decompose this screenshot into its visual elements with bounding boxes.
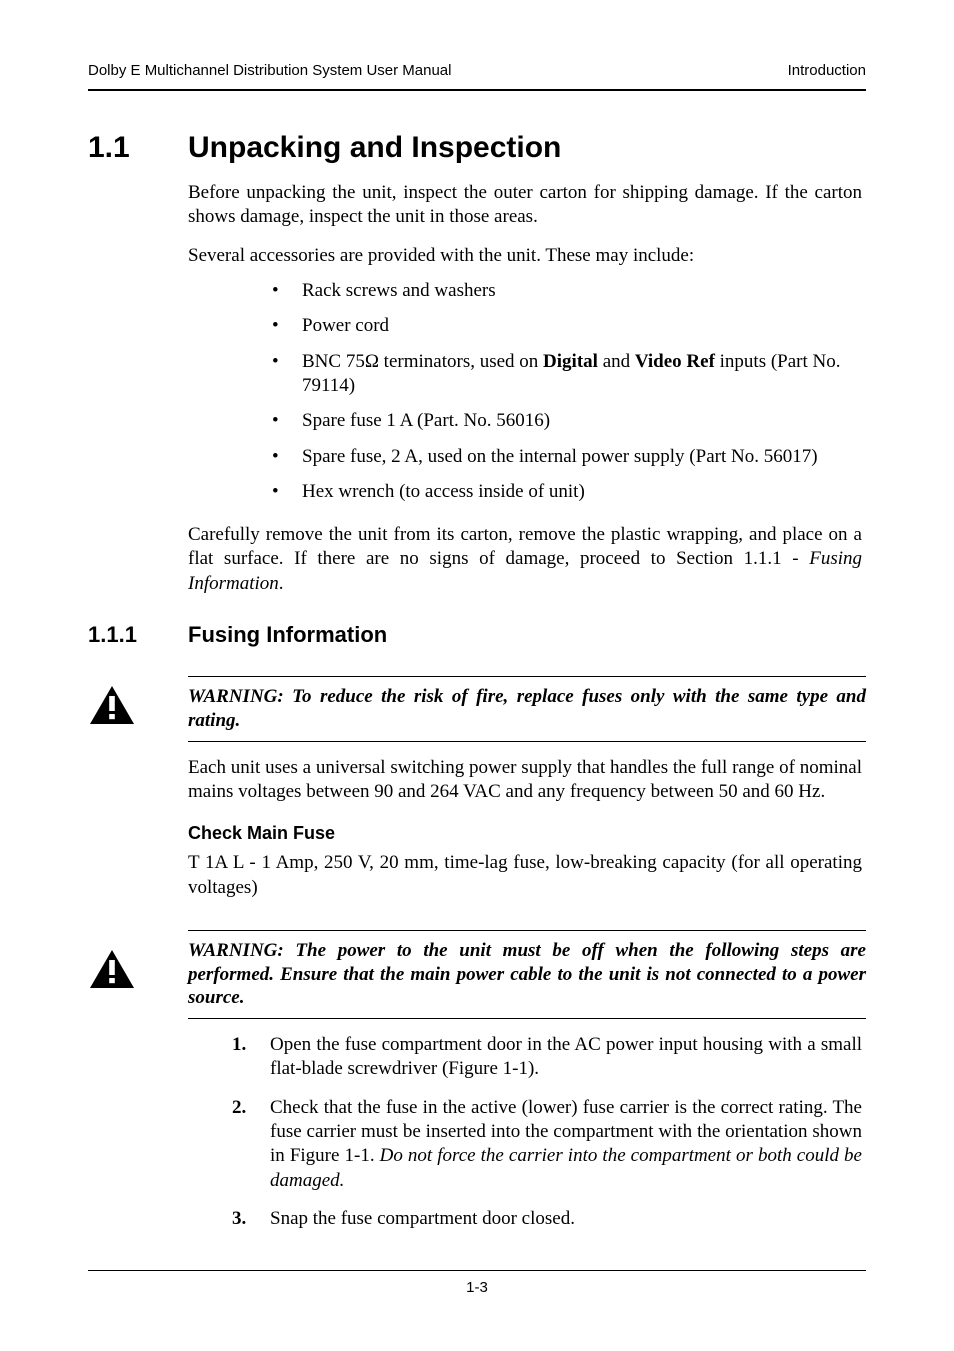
warning-text: WARNING: To reduce the risk of fire, rep… [188,685,866,733]
list-item: Spare fuse 1 A (Part. No. 56016) [272,409,862,433]
header-left: Dolby E Multichannel Distribution System… [88,62,451,79]
step-item: 3. Snap the fuse compartment door closed… [232,1207,862,1231]
numbered-steps: 1. Open the fuse compartment door in the… [232,1033,862,1231]
page-header: Dolby E Multichannel Distribution System… [88,62,866,79]
warning-icon-col [88,676,188,731]
para-intro-1: Before unpacking the unit, inspect the o… [188,181,862,230]
check-fuse-para: T 1A L - 1 Amp, 250 V, 20 mm, time-lag f… [188,851,862,900]
subsection-number: 1.1.1 [88,622,188,648]
list-item: Spare fuse, 2 A, used on the internal po… [272,445,862,469]
subsection-heading: 1.1.1 Fusing Information [88,622,866,648]
subsection-body: Each unit uses a universal switching pow… [188,756,862,900]
section-title: Unpacking and Inspection [188,131,561,165]
step-text: Snap the fuse compartment door closed. [270,1207,862,1231]
warning-block: WARNING: The power to the unit must be o… [88,930,866,1019]
para-intro-3: Carefully remove the unit from its carto… [188,523,862,596]
rule [188,1018,866,1019]
header-rule [88,89,866,91]
warning-text-col: WARNING: The power to the unit must be o… [188,930,866,1019]
step-item: 1. Open the fuse compartment door in the… [232,1033,862,1082]
section-heading: 1.1 Unpacking and Inspection [88,131,866,165]
section-number: 1.1 [88,131,188,165]
list-item: Hex wrench (to access inside of unit) [272,480,862,504]
step-text: Open the fuse compartment door in the AC… [270,1033,862,1082]
list-item: Power cord [272,314,862,338]
warning-text-col: WARNING: To reduce the risk of fire, rep… [188,676,866,742]
header-right: Introduction [788,62,866,79]
para-intro-2: Several accessories are provided with th… [188,244,862,268]
step-number: 3. [232,1207,270,1231]
step-number: 1. [232,1033,270,1082]
warning-icon-col [88,930,188,995]
page: Dolby E Multichannel Distribution System… [0,0,954,1351]
warning-text: WARNING: The power to the unit must be o… [188,939,866,1010]
steps-body: 1. Open the fuse compartment door in the… [188,1033,862,1231]
step-item: 2. Check that the fuse in the active (lo… [232,1096,862,1193]
page-footer: 1-3 [0,1270,954,1297]
check-fuse-heading: Check Main Fuse [188,822,862,845]
warning-block: WARNING: To reduce the risk of fire, rep… [88,676,866,742]
warning-icon [88,948,136,990]
para-fusing-1: Each unit uses a universal switching pow… [188,756,862,805]
step-number: 2. [232,1096,270,1193]
rule [188,676,866,677]
warning-icon [88,684,136,726]
list-item: Rack screws and washers [272,279,862,303]
list-item: BNC 75Ω terminators, used on Digital and… [272,350,862,399]
step-text: Check that the fuse in the active (lower… [270,1096,862,1193]
footer-rule [88,1270,866,1271]
rule [188,930,866,931]
rule [188,741,866,742]
accessory-list: Rack screws and washers Power cord BNC 7… [232,279,862,504]
page-number: 1-3 [466,1279,488,1296]
subsection-title: Fusing Information [188,622,387,648]
section-body: Before unpacking the unit, inspect the o… [188,181,862,596]
